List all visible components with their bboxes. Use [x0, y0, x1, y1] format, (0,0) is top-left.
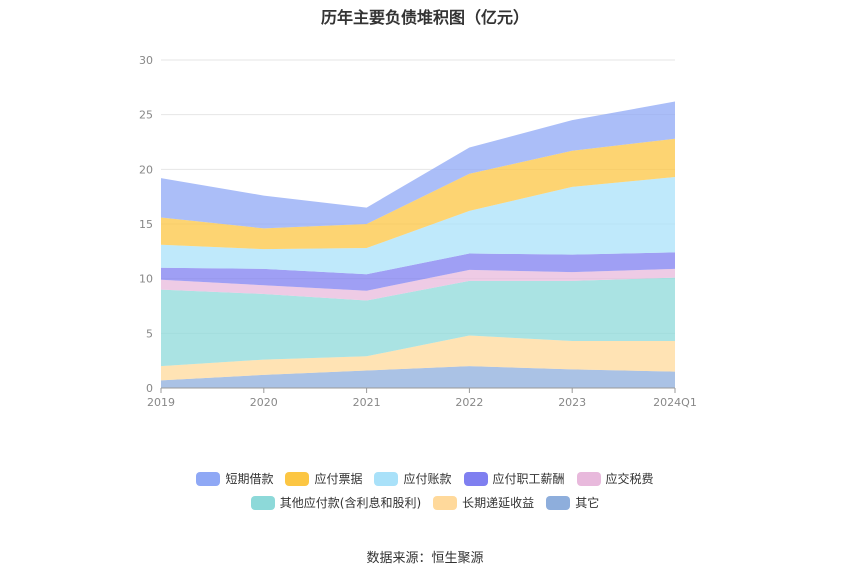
area-series	[161, 101, 675, 229]
area-series	[161, 268, 675, 301]
area-series	[161, 176, 675, 275]
area-series	[161, 335, 675, 381]
legend-item[interactable]: 长期递延收益	[433, 494, 534, 511]
y-tick-label: 15	[139, 218, 153, 231]
legend-label: 其它	[575, 496, 600, 510]
legend-swatch	[374, 471, 399, 486]
legend: 短期借款 应付票据 应付账款 应付职工薪酬 应交税费 其他应付款(含利息和股利) 长期递延…	[0, 470, 850, 518]
legend-item[interactable]: 短期借款	[196, 470, 273, 487]
legend-swatch	[196, 471, 221, 486]
legend-row: 短期借款 应付票据 应付账款 应付职工薪酬 应交税费	[0, 470, 850, 487]
legend-item[interactable]: 应付账款	[374, 470, 452, 487]
legend-row: 其他应付款(含利息和股利) 长期递延收益 其它	[0, 494, 850, 511]
y-tick-label: 20	[139, 163, 153, 176]
x-tick-label: 2020	[250, 396, 278, 409]
y-tick-label: 0	[146, 382, 153, 395]
legend-label: 长期递延收益	[462, 496, 535, 510]
x-tick-label: 2023	[558, 396, 586, 409]
y-tick-label: 5	[146, 327, 153, 340]
legend-swatch	[546, 495, 571, 510]
legend-swatch	[463, 471, 488, 486]
legend-swatch	[433, 495, 458, 510]
x-tick-label: 2021	[353, 396, 381, 409]
chart-title: 历年主要负债堆积图（亿元）	[320, 8, 529, 27]
legend-item[interactable]: 应付职工薪酬	[463, 470, 565, 487]
legend-swatch	[576, 471, 601, 486]
legend-swatch	[250, 495, 275, 510]
legend-item[interactable]: 其他应付款(含利息和股利)	[250, 494, 422, 511]
legend-item[interactable]: 应交税费	[576, 470, 654, 487]
x-tick-label: 2019	[147, 396, 175, 409]
legend-label: 应付票据	[314, 472, 363, 486]
legend-label: 应付账款	[403, 472, 452, 486]
legend-item[interactable]: 应付票据	[285, 470, 362, 487]
x-tick-label: 2022	[455, 396, 483, 409]
legend-label: 短期借款	[225, 472, 274, 486]
area-series	[161, 366, 675, 388]
legend-label: 应交税费	[605, 472, 654, 486]
area-series	[161, 252, 675, 291]
x-tick-label: 2024Q1	[653, 396, 697, 409]
legend-swatch	[285, 471, 310, 486]
legend-label: 应付职工薪酬	[492, 472, 565, 486]
legend-item[interactable]: 其它	[546, 494, 599, 511]
y-tick-label: 10	[139, 273, 153, 286]
area-layers	[161, 101, 675, 388]
area-series	[161, 138, 675, 250]
y-tick-label: 25	[139, 109, 153, 122]
y-tick-label: 30	[139, 54, 153, 67]
source-note: 数据来源：恒生聚源	[366, 551, 484, 566]
area-series	[161, 277, 675, 367]
legend-label: 其他应付款(含利息和股利)	[279, 496, 422, 510]
axes: 0 5 10 15 20 25 30 2019 2020 2021 2022 2023 2024Q1	[139, 54, 697, 409]
chart-plot: 0 5 10 15 20 25 30 2019 2020 2021 2022 2023 2024Q1	[139, 54, 697, 409]
